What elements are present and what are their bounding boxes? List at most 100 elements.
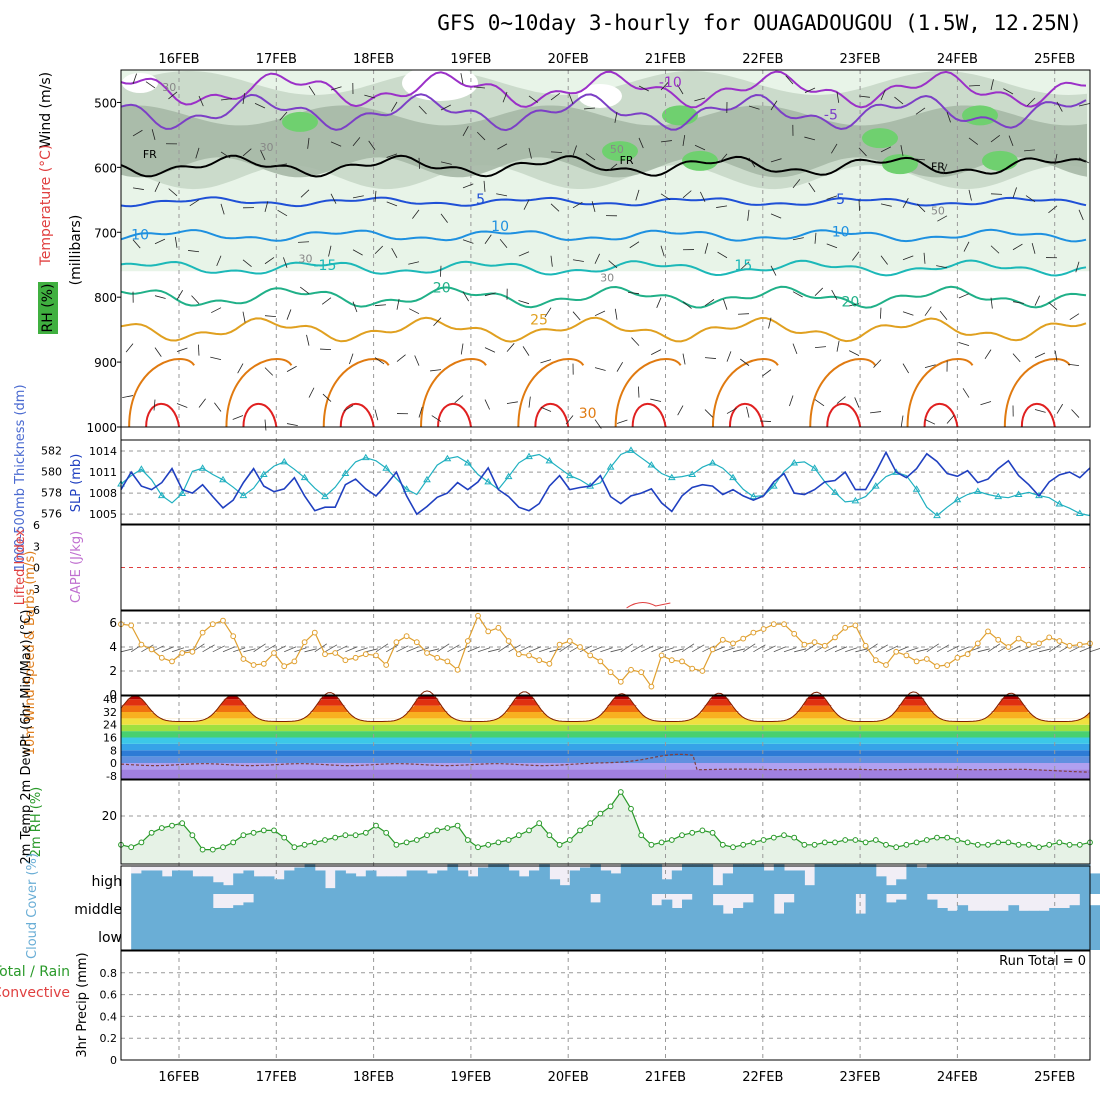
wind-speed-marker [526, 652, 532, 659]
wind-barb [1034, 409, 1046, 413]
cloud-bar-low [192, 922, 204, 950]
rh-marker [342, 832, 349, 839]
wind-barb [476, 131, 486, 141]
rh-marker [281, 834, 288, 841]
wind-barb [1012, 301, 1024, 304]
contour-label: 30 [298, 253, 312, 266]
temp-contour [120, 316, 1087, 343]
wind-barb [286, 365, 297, 372]
surface-wind-barb [590, 646, 603, 653]
cloud-bar-middle [1028, 910, 1040, 922]
wind-barb [145, 81, 156, 89]
wind-barb [154, 295, 166, 299]
cloud-bar-high [845, 864, 856, 894]
wind-barb [923, 252, 926, 264]
wind-barb [572, 201, 583, 209]
panel-frame-cape [120, 524, 1091, 611]
surface-wind-barb [273, 645, 287, 653]
cloud-bar-middle [733, 908, 744, 922]
wind-barb [628, 291, 640, 295]
wind-barb [374, 304, 386, 307]
panel-frames [117, 69, 1091, 1061]
cloud-bar-high [335, 870, 346, 894]
cloud-bar-high [406, 870, 418, 894]
cloud-bar-high [773, 864, 785, 894]
wind-barb [454, 395, 464, 404]
wind-barb [254, 102, 266, 109]
cloud-bar-middle [661, 899, 673, 922]
wind-speed-marker [128, 622, 135, 629]
surface-wind-barb [977, 648, 990, 653]
wind-barb [660, 140, 672, 143]
rh-marker [179, 820, 186, 827]
wind-barb [242, 148, 252, 157]
wind-barb [676, 84, 684, 95]
rh-marker [770, 834, 777, 841]
wind-barb [942, 163, 948, 175]
temp-contour-30 [322, 358, 390, 428]
pressure-tick: 700 [94, 226, 117, 240]
temp-band [121, 763, 1090, 770]
cloud-bar-high [274, 879, 285, 894]
wind-barb [1056, 403, 1064, 414]
rh-marker [485, 841, 492, 848]
wind-barb [364, 94, 376, 99]
wind-barb [726, 351, 732, 362]
rh-marker [464, 837, 471, 843]
temp-band [121, 699, 1090, 706]
surface-wind-barb [1038, 648, 1052, 653]
cloud-bar-low [937, 922, 948, 950]
surface-wind-barb [987, 643, 1001, 653]
labels: 16FEB 16FEB 17FEB 17FEB 18FEB 18FEB 19FEB 19FEB… [0, 52, 1075, 1085]
wind-barb [826, 195, 838, 200]
wind-speed-marker [607, 669, 614, 676]
wind-speed-marker [760, 626, 767, 632]
cloud-bar-low [804, 922, 816, 950]
wind-speed-marker [230, 633, 237, 640]
rh-marker [801, 841, 808, 848]
wind-barb [704, 243, 709, 254]
cloud-bar-low [1008, 922, 1020, 950]
cloud-bar-low [875, 922, 887, 950]
contour-label: 10 [491, 219, 509, 235]
wind-barb [704, 357, 716, 359]
cloud-bar-high [600, 870, 612, 894]
cloud-bar-low [416, 922, 428, 950]
cloud-bar-low [243, 922, 255, 950]
surface-wind-barb [661, 647, 674, 653]
thickness-marker [871, 482, 880, 489]
rh-marker [536, 820, 543, 827]
contour-label: FR [620, 154, 634, 167]
cloud-bar-low [916, 922, 928, 950]
wind-speed-marker [668, 657, 675, 664]
wind-barb [990, 79, 994, 91]
precip-tick: 0.8 [100, 967, 118, 980]
thickness-marker [708, 458, 717, 466]
wind-speed-marker [352, 654, 359, 661]
cloud-bar-low [518, 922, 530, 950]
rh-marker [505, 837, 512, 843]
thickness-tick: 582 [41, 444, 62, 457]
ylabel-thickness: 1000-500mb Thickness (dm) [13, 384, 28, 571]
wind-barb [132, 73, 137, 85]
rh-marker [301, 841, 308, 848]
cloud-bar-middle [692, 894, 703, 922]
wind-barb [286, 309, 292, 320]
wind-barb [584, 107, 596, 110]
wind-barb [216, 255, 222, 267]
wind-barb [214, 402, 222, 412]
wind-speed-marker [556, 641, 563, 648]
surface-wind-barb [212, 645, 225, 653]
wind-barb [396, 354, 406, 362]
surface-wind-barb [498, 643, 511, 653]
rh-marker [209, 846, 216, 853]
thickness-tick: 576 [41, 507, 62, 520]
wind-barb [858, 199, 860, 211]
rh-marker [893, 844, 900, 851]
wind-speed-marker [179, 650, 186, 656]
cloud-bar-high [1079, 864, 1091, 894]
cloud-bar-high [518, 876, 530, 894]
surface-wind-barb [120, 648, 134, 653]
cloud-bar-middle [814, 894, 826, 922]
wind-speed-marker [444, 658, 451, 665]
